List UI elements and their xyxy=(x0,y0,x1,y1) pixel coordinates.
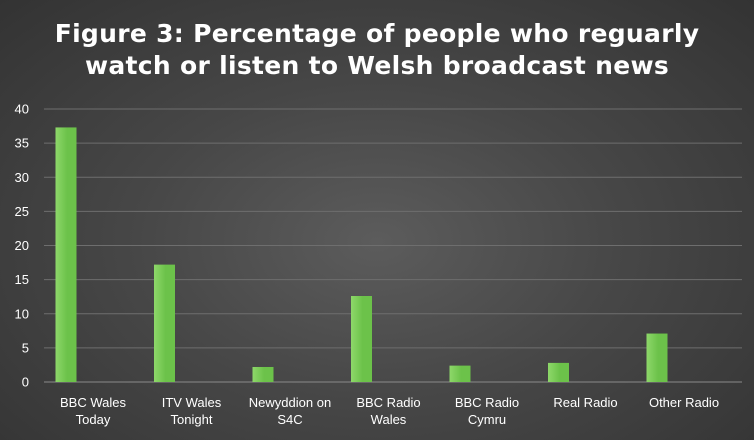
x-tick-label: BBC Radio xyxy=(455,395,519,410)
x-tick-label: Real Radio xyxy=(553,395,617,410)
x-tick-label: S4C xyxy=(277,412,302,427)
y-tick-label: 0 xyxy=(22,375,29,390)
chart-title: Figure 3: Percentage of people who regua… xyxy=(0,18,754,82)
x-tick-label: BBC Wales xyxy=(60,395,126,410)
bar xyxy=(252,366,274,382)
x-tick-label: Wales xyxy=(371,412,407,427)
x-tick-label: BBC Radio xyxy=(356,395,420,410)
y-tick-label: 5 xyxy=(22,340,29,355)
bar xyxy=(55,127,77,383)
x-tick-label: ITV Wales xyxy=(162,395,222,410)
y-tick-label: 20 xyxy=(15,238,29,253)
bar xyxy=(646,333,668,382)
x-tick-label: Newyddion on xyxy=(249,395,331,410)
x-tick-label: Today xyxy=(76,412,111,427)
x-axis-labels: BBC Wales Today ITV Wales Tonight Newyddion … xyxy=(60,395,719,427)
bar xyxy=(449,365,471,382)
x-tick-label: Other Radio xyxy=(649,395,719,410)
y-tick-label: 10 xyxy=(15,306,29,321)
y-tick-label: 35 xyxy=(15,136,29,151)
y-tick-label: 30 xyxy=(15,170,29,185)
y-tick-label: 25 xyxy=(15,204,29,219)
x-tick-label: Tonight xyxy=(171,412,213,427)
chart-title-line-1: Figure 3: Percentage of people who regua… xyxy=(54,19,700,48)
x-tick-label: Cymru xyxy=(468,412,506,427)
bar xyxy=(548,362,569,382)
y-tick-label: 40 xyxy=(15,102,29,117)
chart-title-line-2: watch or listen to Welsh broadcast news xyxy=(84,51,670,80)
y-axis-ticks: 0 5 10 15 20 25 30 35 40 xyxy=(15,102,29,390)
y-tick-label: 15 xyxy=(15,272,29,287)
grid-lines xyxy=(44,108,742,383)
bars xyxy=(55,127,668,383)
bar xyxy=(154,264,175,382)
bar xyxy=(351,296,372,382)
